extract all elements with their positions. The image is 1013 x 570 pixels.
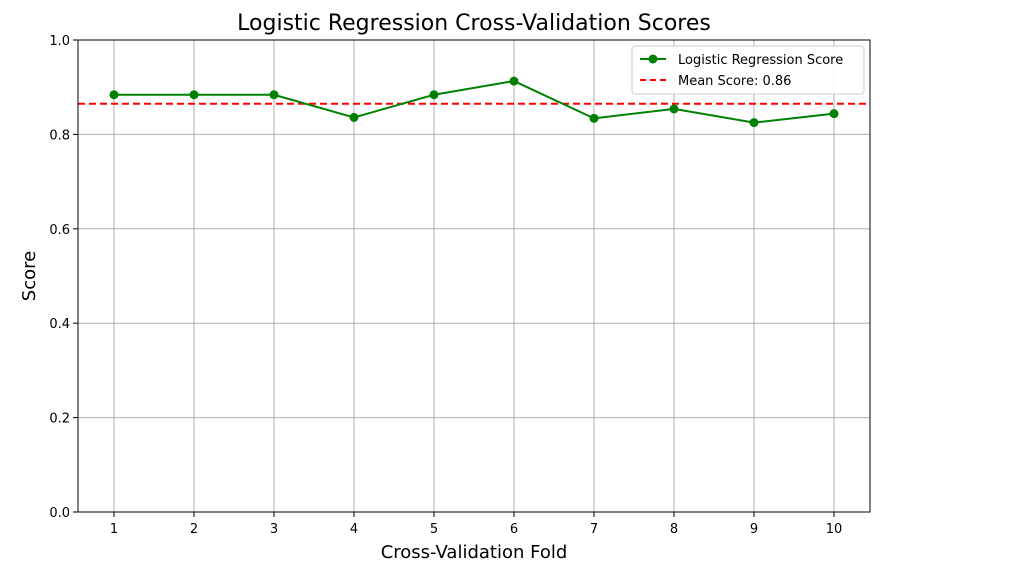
score-point xyxy=(829,109,839,119)
score-series-line xyxy=(114,80,835,124)
legend-mean-label: Mean Score: 0.86 xyxy=(678,74,791,89)
score-point xyxy=(669,104,679,114)
x-tick-label: 9 xyxy=(750,522,758,537)
chart-title: Logistic Regression Cross-Validation Sco… xyxy=(237,11,711,36)
score-point xyxy=(109,90,119,100)
y-tick-label: 0.0 xyxy=(49,506,70,521)
score-point xyxy=(429,90,439,100)
y-tick-label: 0.6 xyxy=(49,223,70,238)
grid-lines xyxy=(78,39,870,513)
x-tick-label: 2 xyxy=(190,522,198,537)
score-point xyxy=(589,113,599,123)
x-tick-label: 10 xyxy=(826,522,843,537)
y-tick-label: 0.2 xyxy=(49,412,70,427)
x-tick-label: 3 xyxy=(270,522,278,537)
y-tick-label: 1.0 xyxy=(49,34,70,49)
x-tick-label: 7 xyxy=(590,522,598,537)
score-point xyxy=(269,90,279,100)
x-axis-ticks: 1 2 3 4 5 6 7 8 9 10 xyxy=(110,512,842,537)
x-tick-label: 8 xyxy=(670,522,678,537)
score-point xyxy=(349,112,359,122)
legend-series-marker xyxy=(648,54,658,64)
y-tick-label: 0.4 xyxy=(49,317,70,332)
y-tick-label: 0.8 xyxy=(49,128,70,143)
x-tick-label: 4 xyxy=(350,522,358,537)
x-tick-label: 5 xyxy=(430,522,438,537)
series-layer xyxy=(109,76,839,128)
score-point xyxy=(749,118,759,128)
legend-series-label: Logistic Regression Score xyxy=(678,53,843,68)
legend-box xyxy=(631,45,865,95)
x-axis-title: Cross-Validation Fold xyxy=(381,542,568,563)
y-axis-ticks: 0.0 0.2 0.4 0.6 0.8 1.0 xyxy=(49,34,78,521)
plot-frame xyxy=(77,39,871,513)
score-point xyxy=(509,76,519,86)
x-tick-label: 6 xyxy=(510,522,518,537)
y-axis-title: Score xyxy=(19,251,40,301)
x-tick-label: 1 xyxy=(110,522,118,537)
score-point xyxy=(189,90,199,100)
legend: Logistic Regression Score Mean Score: 0.8… xyxy=(631,45,865,95)
